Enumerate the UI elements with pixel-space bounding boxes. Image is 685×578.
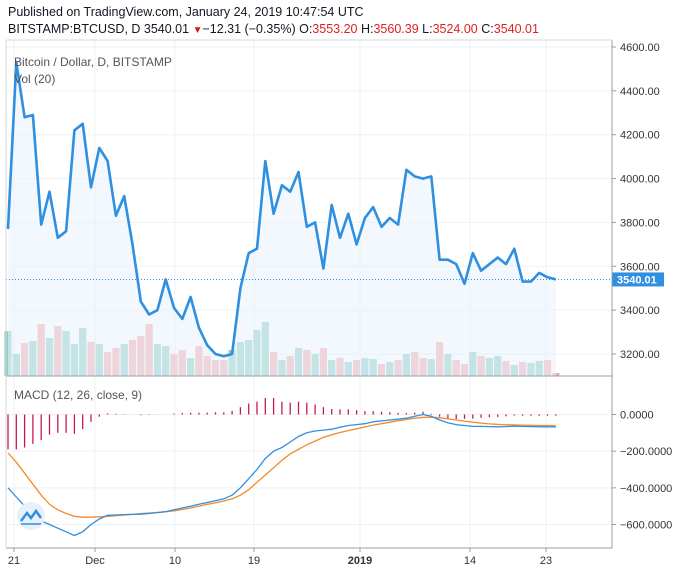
price-tick-label: 4200.00 [620,130,660,142]
open-label: O: [299,22,313,36]
tradingview-logo-icon [17,502,45,530]
macd-tick-label: −400.0000 [620,483,672,495]
price-tick-label: 4600.00 [620,42,660,54]
price-line [6,61,557,358]
time-tick-label: 2019 [348,555,372,567]
time-tick-label: 23 [540,555,552,567]
low-value: 3524.00 [432,22,478,36]
macd-tick-label: −200.0000 [620,446,672,458]
last-price-text: 3540.01 [143,22,190,36]
change-text: −12.31 (−0.35%) [202,22,296,36]
price-tick-label: 4400.00 [620,86,660,98]
published-text: Published on TradingView.com, January 24… [8,5,364,19]
price-tick-label: 3400.00 [620,305,660,317]
last-price-tag [612,272,664,287]
price-pane: 3540.01 [4,61,664,377]
down-arrow-icon: ▼ [192,25,203,36]
macd-pane [7,398,557,537]
macd-line [7,413,556,537]
time-tick-label: 21 [8,555,20,567]
low-label: L: [422,22,433,36]
last-price-tag-text: 3540.01 [617,274,657,286]
price-tick-label: 3800.00 [620,217,660,229]
high-label: H: [360,22,374,36]
axes: 4600.00 4400.00 4200.00 4000.00 3800.00 3600.… [5,39,672,567]
volume-label: Vol (20) [14,72,55,86]
time-tick-label: 14 [464,555,476,567]
time-tick-label: 19 [248,555,260,567]
published-line: Published on TradingView.com, January 24… [8,5,364,19]
symbol-text: BITSTAMP:BTCUSD, D [8,22,141,36]
macd-tick-label: 0.0000 [620,410,654,422]
volume-bar [552,373,560,376]
close-value: 3540.01 [493,22,539,36]
price-tick-label: 4000.00 [620,174,660,186]
time-tick-label: Dec [85,555,105,567]
ohlc-line: BITSTAMP:BTCUSD, D 3540.01 ▼−12.31 (−0.3… [8,22,539,36]
macd-signal-line [7,416,556,518]
price-tick-label: 3600.00 [620,261,660,273]
high-value: 3560.39 [373,22,419,36]
price-area [8,62,556,377]
macd-tick-label: −600.0000 [620,520,672,532]
time-tick-label: 10 [169,555,181,567]
price-pane-title: Bitcoin / Dollar, D, BITSTAMP [14,55,172,69]
price-tick-label: 3200.00 [620,349,660,361]
open-value: 3553.20 [312,22,358,36]
macd-pane-title: MACD (12, 26, close, 9) [14,388,142,402]
close-label: C: [481,22,494,36]
